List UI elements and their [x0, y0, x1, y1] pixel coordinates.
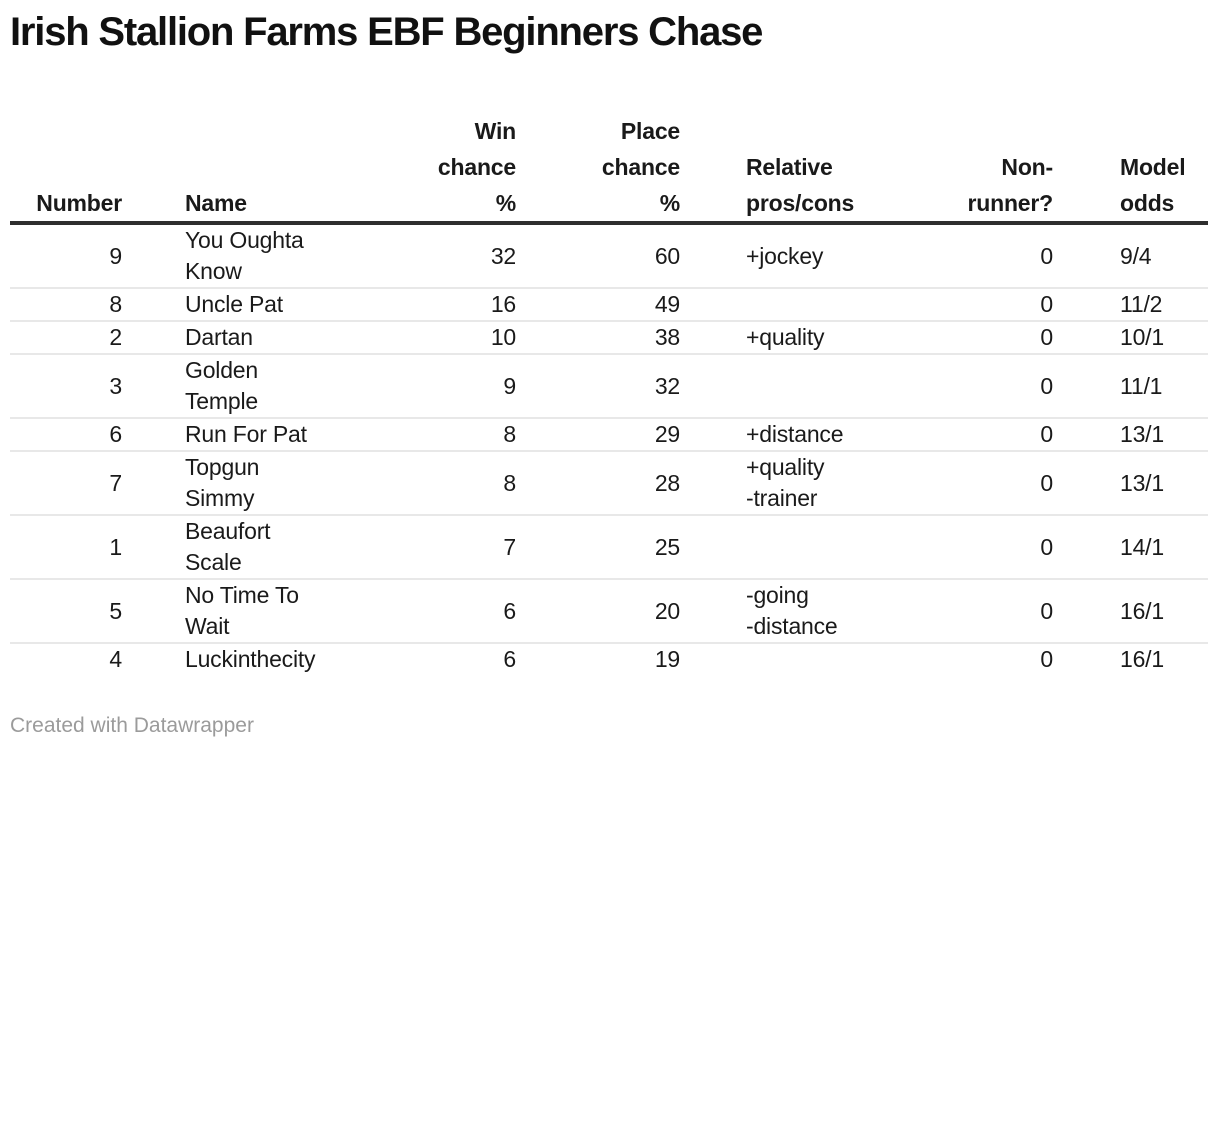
col-header-model-odds: Model odds: [1053, 113, 1208, 225]
cell-pros-cons: [680, 643, 890, 675]
cell-place-chance: 60: [654, 242, 680, 269]
col-header-pros-cons: Relative pros/cons: [680, 113, 890, 225]
cell-pros-cons: [680, 354, 890, 418]
cell-place-chance: 28: [654, 469, 680, 496]
cell-number: 9: [109, 242, 122, 269]
cell-place-chance: 19: [654, 646, 680, 672]
cell-pros-cons: +distance: [746, 421, 844, 447]
cell-name: No Time To Wait: [185, 582, 299, 639]
table-header: Number Name Win chance % Place chance % …: [10, 113, 1208, 225]
cell-name: Beaufort Scale: [185, 518, 271, 575]
table-row: 6 Run For Pat 8 29 +distance 0 13/1: [10, 418, 1208, 451]
table-row: 4 Luckinthecity 6 19 0 16/1: [10, 643, 1208, 675]
cell-place-chance: 49: [654, 291, 680, 317]
cell-non-runner: 0: [1040, 242, 1053, 269]
cell-model-odds: 11/2: [1120, 291, 1163, 317]
cell-non-runner: 0: [1040, 469, 1053, 496]
table-body: 9 You Oughta Know 32 60 +jockey 0 9/4 8 …: [10, 223, 1208, 675]
col-header-number: Number: [10, 113, 122, 225]
cell-win-chance: 10: [490, 324, 516, 350]
cell-model-odds: 13/1: [1120, 469, 1164, 496]
cell-non-runner: 0: [1040, 291, 1053, 317]
cell-non-runner: 0: [1040, 646, 1053, 672]
cell-model-odds: 13/1: [1120, 421, 1164, 447]
cell-number: 3: [109, 372, 122, 399]
cell-number: 8: [109, 291, 122, 317]
cell-win-chance: 9: [503, 372, 516, 399]
cell-name: Run For Pat: [185, 421, 307, 447]
cell-place-chance: 25: [654, 533, 680, 560]
cell-pros-cons: +quality -trainer: [746, 454, 825, 511]
cell-name: Luckinthecity: [185, 646, 316, 672]
table-row: 5 No Time To Wait 6 20 -going -distance …: [10, 579, 1208, 643]
page-title: Irish Stallion Farms EBF Beginners Chase: [10, 10, 763, 54]
cell-model-odds: 10/1: [1120, 324, 1164, 350]
table-row: 7 Topgun Simmy 8 28 +quality -trainer 0 …: [10, 451, 1208, 515]
cell-place-chance: 38: [654, 324, 680, 350]
header-row: Number Name Win chance % Place chance % …: [10, 113, 1208, 225]
col-header-place-chance: Place chance %: [516, 113, 680, 225]
cell-number: 5: [109, 597, 122, 624]
cell-number: 6: [109, 421, 122, 447]
cell-name: Golden Temple: [185, 357, 258, 414]
cell-non-runner: 0: [1040, 533, 1053, 560]
cell-pros-cons: [680, 288, 890, 321]
cell-model-odds: 11/1: [1120, 372, 1163, 399]
chart-container: Irish Stallion Farms EBF Beginners Chase…: [10, 10, 1210, 739]
col-header-win-chance: Win chance %: [421, 113, 516, 225]
datawrapper-credit[interactable]: Created with Datawrapper: [10, 713, 1210, 739]
table-row: 1 Beaufort Scale 7 25 0 14/1: [10, 515, 1208, 579]
cell-non-runner: 0: [1040, 372, 1053, 399]
cell-name: Topgun Simmy: [185, 454, 260, 511]
cell-place-chance: 32: [654, 372, 680, 399]
cell-win-chance: 16: [490, 291, 516, 317]
cell-win-chance: 6: [503, 646, 516, 672]
cell-pros-cons: [680, 515, 890, 579]
table-row: 9 You Oughta Know 32 60 +jockey 0 9/4: [10, 223, 1208, 288]
cell-win-chance: 6: [503, 597, 516, 624]
cell-name: Uncle Pat: [185, 291, 283, 317]
cell-win-chance: 8: [503, 421, 516, 447]
credit-label[interactable]: Created with Datawrapper: [10, 714, 254, 737]
cell-win-chance: 7: [503, 533, 516, 560]
cell-pros-cons: +jockey: [746, 242, 824, 269]
cell-model-odds: 9/4: [1120, 242, 1152, 269]
cell-number: 2: [109, 324, 122, 350]
cell-win-chance: 8: [503, 469, 516, 496]
cell-place-chance: 20: [654, 597, 680, 624]
cell-model-odds: 14/1: [1120, 533, 1164, 560]
cell-name: You Oughta Know: [185, 227, 304, 284]
cell-number: 1: [109, 533, 122, 560]
col-header-name: Name: [122, 113, 421, 225]
cell-model-odds: 16/1: [1120, 597, 1164, 624]
col-header-non-runner: Non- runner?: [890, 113, 1053, 225]
cell-number: 4: [109, 646, 122, 672]
cell-model-odds: 16/1: [1120, 646, 1164, 672]
cell-non-runner: 0: [1040, 324, 1053, 350]
cell-non-runner: 0: [1040, 597, 1053, 624]
table-row: 8 Uncle Pat 16 49 0 11/2: [10, 288, 1208, 321]
table-row: 3 Golden Temple 9 32 0 11/1: [10, 354, 1208, 418]
cell-name: Dartan: [185, 324, 253, 350]
horse-odds-table: Number Name Win chance % Place chance % …: [10, 113, 1208, 675]
cell-non-runner: 0: [1040, 421, 1053, 447]
cell-place-chance: 29: [654, 421, 680, 447]
cell-pros-cons: -going -distance: [746, 582, 838, 639]
cell-pros-cons: +quality: [746, 324, 825, 350]
cell-number: 7: [109, 469, 122, 496]
table-row: 2 Dartan 10 38 +quality 0 10/1: [10, 321, 1208, 354]
cell-win-chance: 32: [490, 242, 516, 269]
